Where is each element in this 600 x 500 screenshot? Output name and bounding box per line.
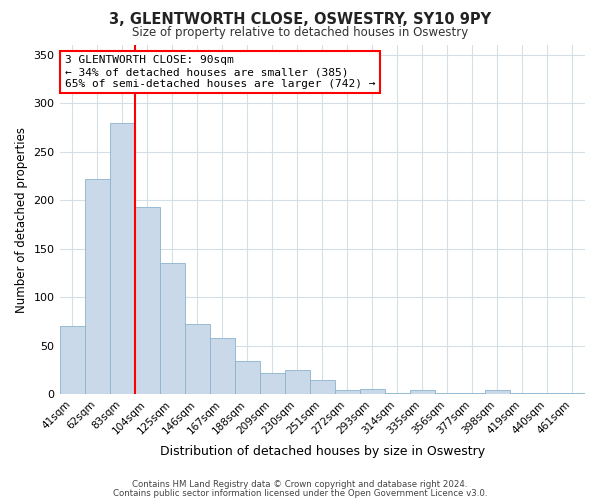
Bar	[235, 362, 260, 394]
Bar	[310, 380, 335, 394]
Bar	[485, 390, 510, 394]
Text: Contains public sector information licensed under the Open Government Licence v3: Contains public sector information licen…	[113, 488, 487, 498]
Text: Size of property relative to detached houses in Oswestry: Size of property relative to detached ho…	[132, 26, 468, 39]
X-axis label: Distribution of detached houses by size in Oswestry: Distribution of detached houses by size …	[160, 444, 485, 458]
Bar	[260, 373, 285, 394]
Bar	[185, 324, 209, 394]
Bar	[360, 388, 385, 394]
Text: 3, GLENTWORTH CLOSE, OSWESTRY, SY10 9PY: 3, GLENTWORTH CLOSE, OSWESTRY, SY10 9PY	[109, 12, 491, 28]
Y-axis label: Number of detached properties: Number of detached properties	[15, 126, 28, 312]
Bar	[160, 264, 185, 394]
Text: 3 GLENTWORTH CLOSE: 90sqm
← 34% of detached houses are smaller (385)
65% of semi: 3 GLENTWORTH CLOSE: 90sqm ← 34% of detac…	[65, 56, 375, 88]
Bar	[410, 390, 435, 394]
Bar	[209, 338, 235, 394]
Bar	[85, 179, 110, 394]
Bar	[110, 122, 134, 394]
Bar	[285, 370, 310, 394]
Bar	[134, 207, 160, 394]
Bar	[59, 326, 85, 394]
Text: Contains HM Land Registry data © Crown copyright and database right 2024.: Contains HM Land Registry data © Crown c…	[132, 480, 468, 489]
Bar	[335, 390, 360, 394]
